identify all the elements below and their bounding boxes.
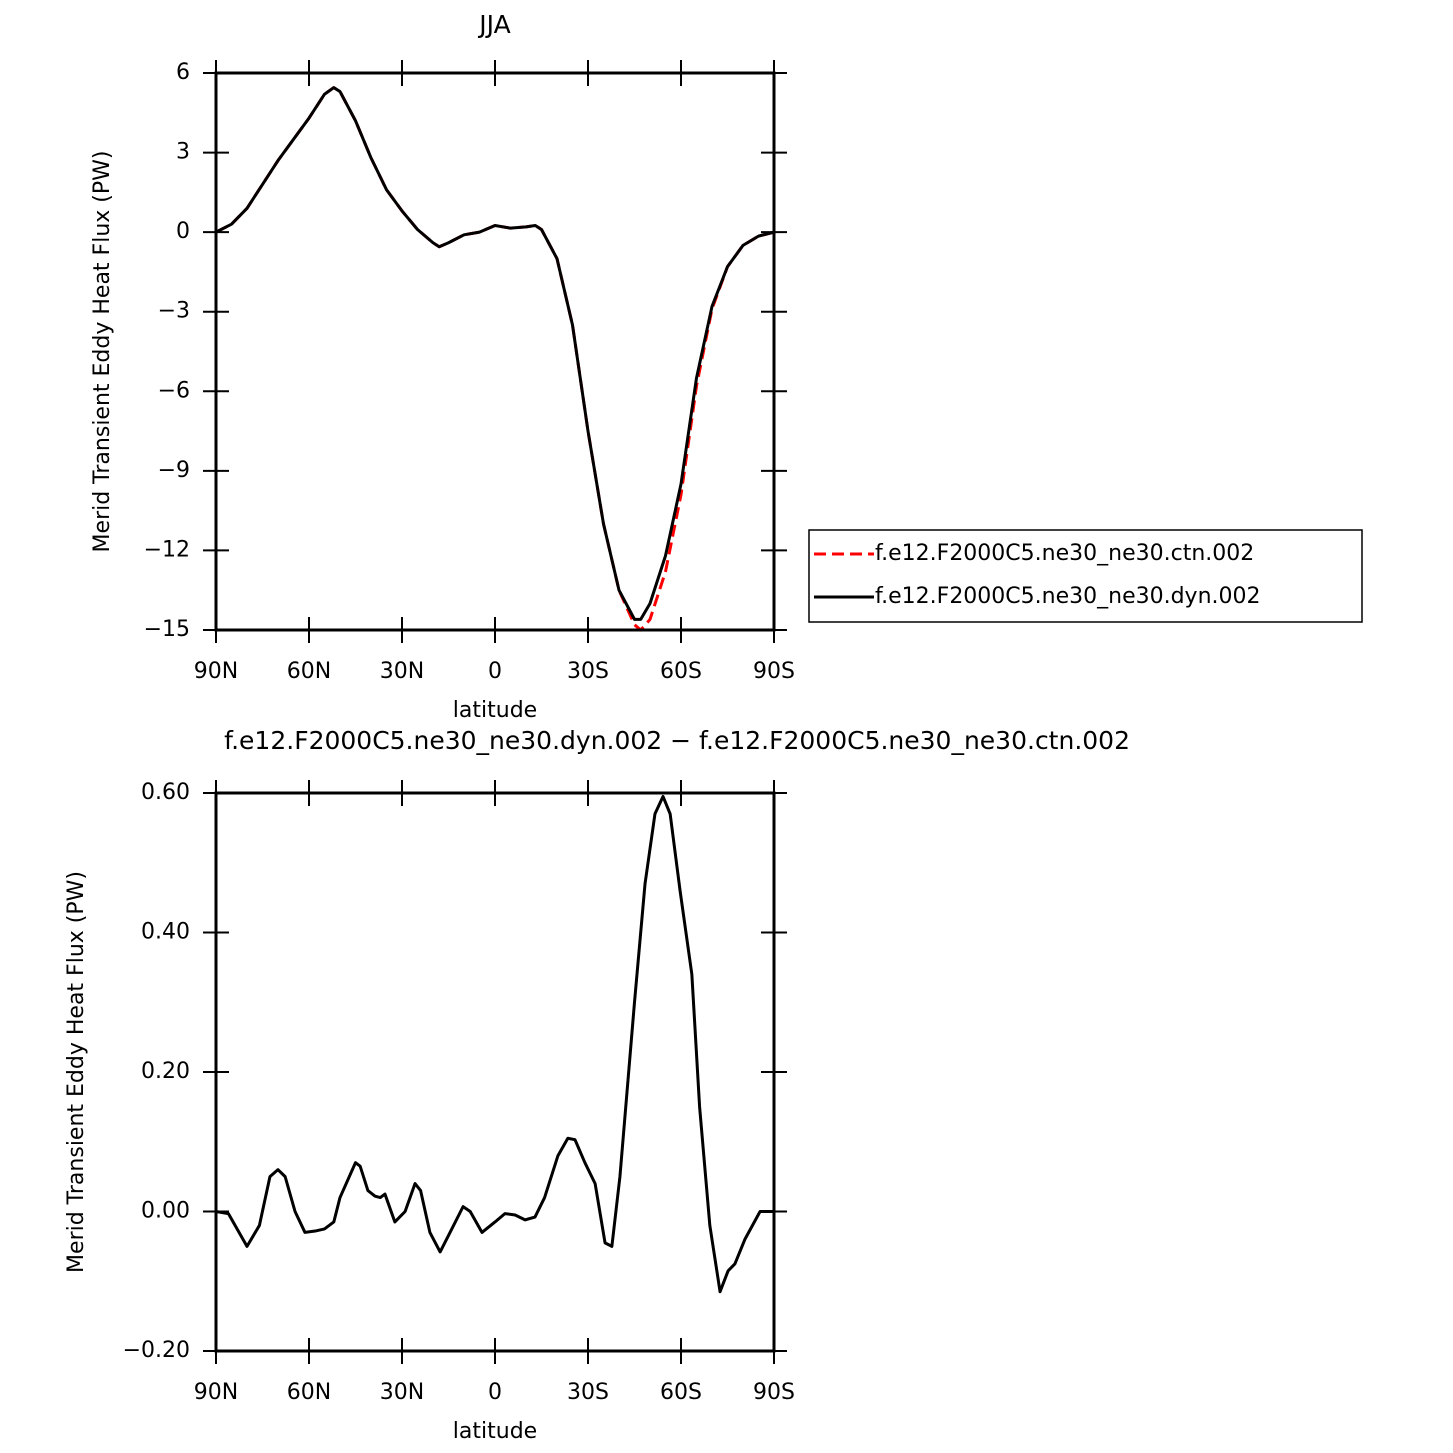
y-tick-label: 0.20: [141, 1059, 190, 1084]
y-tick-label: 6: [176, 60, 190, 85]
x-tick-label: 30N: [380, 659, 424, 684]
x-tick-label: 60N: [287, 1380, 331, 1405]
x-tick-label: 90S: [753, 1380, 795, 1405]
x-tick-label: 60N: [287, 659, 331, 684]
plot-frame: [214, 71, 776, 632]
legend-label: f.e12.F2000C5.ne30_ne30.dyn.002: [875, 584, 1261, 609]
y-axis-label: Merid Transient Eddy Heat Flux (PW): [64, 871, 89, 1273]
data-line: [215, 794, 774, 1294]
y-tick-label: 0.00: [141, 1199, 190, 1224]
y-tick-label: −9: [158, 458, 190, 483]
y-tick-label: 0: [176, 219, 190, 244]
legend-box: [808, 529, 1363, 623]
y-tick-label: −12: [144, 537, 190, 562]
x-axis-label: latitude: [453, 698, 537, 723]
y-tick-label: −0.20: [123, 1338, 190, 1363]
x-tick-label: 30S: [567, 659, 609, 684]
x-tick-label: 0: [488, 1380, 502, 1405]
chart-title: JJA: [477, 10, 510, 39]
legend-label: f.e12.F2000C5.ne30_ne30.ctn.002: [875, 541, 1254, 566]
x-tick-label: 90S: [753, 659, 795, 684]
y-tick-label: −15: [144, 617, 190, 642]
x-tick-label: 90N: [194, 659, 238, 684]
y-axis-label: Merid Transient Eddy Heat Flux (PW): [90, 151, 115, 553]
y-tick-label: 0.60: [141, 780, 190, 805]
data-line: [215, 86, 775, 621]
x-tick-label: 30N: [380, 1380, 424, 1405]
y-tick-label: 3: [176, 140, 190, 165]
x-tick-label: 90N: [194, 1380, 238, 1405]
x-tick-label: 60S: [660, 659, 702, 684]
y-tick-label: 0.40: [141, 920, 190, 945]
plot-frame: [214, 791, 776, 1353]
x-tick-label: 0: [488, 659, 502, 684]
chart-title: f.e12.F2000C5.ne30_ne30.dyn.002 − f.e12.…: [224, 726, 1130, 755]
x-tick-label: 60S: [660, 1380, 702, 1405]
data-line: [215, 86, 775, 632]
y-tick-label: −6: [158, 378, 190, 403]
y-tick-label: −3: [158, 299, 190, 324]
x-tick-label: 30S: [567, 1380, 609, 1405]
x-axis-label: latitude: [453, 1419, 537, 1444]
